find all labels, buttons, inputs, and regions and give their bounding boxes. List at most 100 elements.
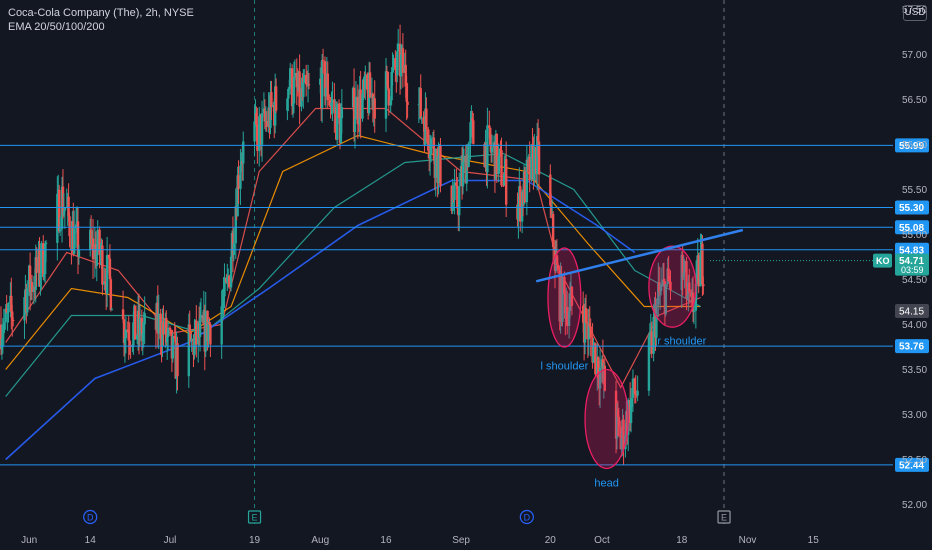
earnings-badge[interactable] (717, 510, 731, 524)
level-price-label: 54.83 (899, 245, 924, 256)
candle-body (455, 182, 458, 186)
candle-body (166, 336, 169, 343)
price-tick-label: 53.00 (902, 410, 927, 421)
candle-body (694, 283, 698, 311)
candle-body (686, 295, 689, 299)
candle-body (288, 88, 291, 90)
candle-body (121, 309, 125, 320)
candle-body (95, 251, 98, 266)
candle-body (304, 75, 308, 85)
neckline-trendline[interactable] (535, 228, 744, 283)
candle-body (429, 138, 433, 155)
candle-body (226, 276, 229, 283)
candle-body (168, 327, 172, 330)
marker-price-label: 54.15 (899, 307, 924, 318)
candle-body (551, 213, 555, 248)
candle-body (467, 143, 470, 167)
candle-body (692, 310, 696, 312)
dividend-badge[interactable] (519, 509, 534, 525)
pattern-label: head (594, 478, 618, 490)
candle-body (681, 254, 684, 278)
candle-body (26, 288, 29, 313)
candle-body (490, 147, 494, 153)
ema-200-line (5, 179, 636, 461)
candle-body (357, 123, 360, 125)
dividend-badge[interactable] (83, 509, 98, 525)
indicator-legend[interactable]: EMA 20/50/100/200 (8, 21, 105, 33)
candle-body (406, 101, 409, 105)
time-tick-label: Aug (311, 535, 329, 546)
time-tick-label: 14 (85, 535, 97, 546)
candle-body (323, 61, 327, 97)
level-price-label: 55.08 (899, 223, 924, 234)
level-price-tag (895, 200, 929, 215)
candle-body (620, 438, 623, 450)
candle-body (404, 64, 407, 87)
candle-body (495, 134, 498, 175)
current-price-label: 54.71 (899, 256, 924, 267)
level-price-tag (895, 339, 929, 354)
candle-body (0, 338, 4, 350)
candle-body (629, 398, 633, 424)
candle-body (405, 86, 408, 102)
candle-body (104, 281, 107, 283)
neckline[interactable] (535, 228, 744, 283)
pattern-ellipse[interactable] (584, 368, 629, 470)
candle-body (598, 368, 602, 389)
pattern-ellipse[interactable] (648, 245, 697, 328)
candle-body (295, 72, 298, 88)
candle-body (432, 137, 436, 160)
candle-body (662, 279, 666, 282)
candle-body (401, 48, 405, 73)
candle-body (589, 326, 592, 338)
candle-body (498, 149, 501, 156)
candle-body (425, 108, 428, 130)
candle-body (126, 329, 129, 332)
horizontal-levels[interactable]: 55.99 55.30 55.08 54.83 53.76 52.44 (0, 138, 929, 472)
level-price-tag (895, 242, 929, 257)
candle-body (300, 88, 303, 107)
candle-body (472, 120, 475, 144)
candle-body (109, 279, 113, 310)
candle-body (269, 92, 272, 128)
price-axis[interactable]: 52.00 52.50 53.00 53.50 54.00 54.50 55.00 55.50… (902, 5, 927, 511)
candle-body (387, 88, 391, 106)
candles (0, 24, 705, 465)
candle-body (528, 156, 531, 180)
level-price-label: 52.44 (899, 460, 924, 471)
earnings-badge[interactable] (247, 510, 262, 524)
level-price-label: 53.76 (899, 342, 924, 353)
candle-body (366, 74, 369, 90)
candle-body (5, 308, 8, 313)
candle-body (434, 148, 437, 178)
pattern-ellipse[interactable] (547, 247, 582, 348)
level-price-label: 55.99 (899, 141, 924, 152)
candle-body (143, 313, 146, 325)
candle-body (44, 242, 48, 244)
candle-body (456, 185, 459, 209)
candle-body (451, 198, 454, 212)
price-tick-label: 54.00 (902, 320, 927, 331)
chart-title: Coca-Cola Company (The), 2h, NYSE (8, 7, 194, 19)
candle-body (535, 136, 539, 175)
candle-body (549, 174, 552, 206)
candle-body (326, 73, 329, 101)
candle-body (691, 292, 695, 312)
currency-button[interactable]: USD (903, 5, 927, 21)
candle-body (659, 285, 663, 292)
candle-body (533, 146, 536, 181)
candle-body (63, 208, 67, 211)
candle-body (499, 149, 502, 151)
candle-body (292, 77, 296, 104)
candle-body (658, 282, 661, 292)
symbol-tag (873, 253, 892, 268)
candle-body (489, 127, 492, 145)
candle-body (581, 305, 585, 323)
candle-body (128, 340, 131, 345)
candle-body (256, 124, 259, 151)
level-price-tag (895, 457, 929, 472)
candle-body (198, 318, 202, 338)
time-axis[interactable]: Jun 14 Jul 19 Aug 16 Sep 20 Oct 18 Nov 15 (21, 535, 819, 546)
